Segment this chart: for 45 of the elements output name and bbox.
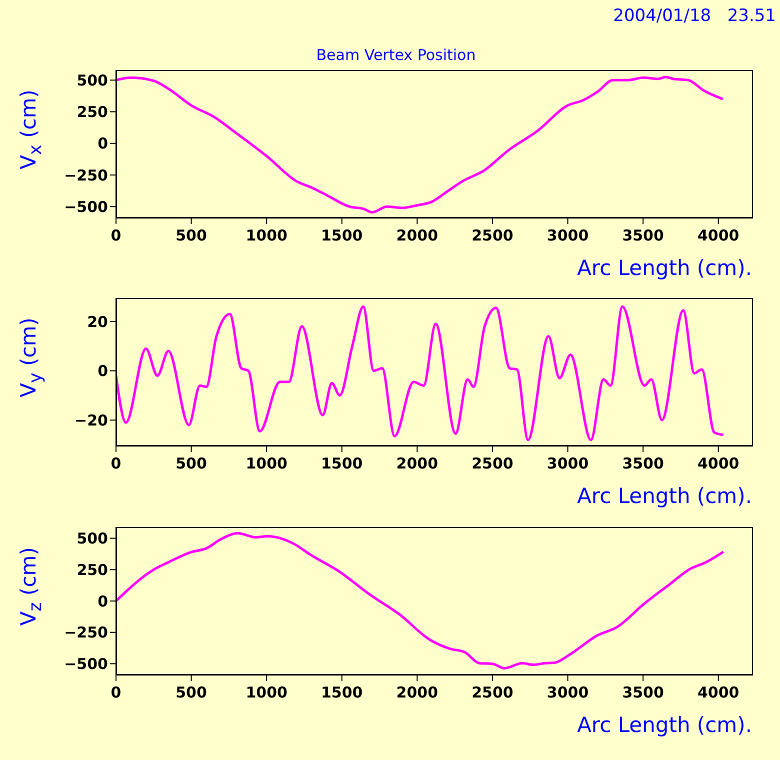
y-tick-label: −20	[74, 411, 108, 430]
y-tick-label: 20	[87, 312, 108, 331]
x-tick-label: 1500	[321, 226, 363, 245]
x-axis-title: Arc Length (cm).	[577, 484, 752, 508]
y-tick-label: 250	[76, 560, 108, 579]
x-tick-label: 4000	[697, 454, 740, 473]
x-tick-label: 0	[110, 684, 122, 702]
x-tick-label: 3500	[622, 226, 664, 245]
x-tick-label: 3000	[546, 684, 589, 702]
x-tick-label: 500	[176, 684, 207, 702]
y-tick-label: −250	[64, 624, 108, 642]
y-tick-label: 500	[76, 530, 108, 548]
x-tick-label: 2500	[472, 226, 514, 245]
text: 2004/01/18 23.51	[613, 6, 776, 26]
y-tick-label: −250	[64, 166, 108, 184]
x-axis-title: Arc Length (cm).	[577, 713, 752, 737]
y-tick-label: −500	[64, 655, 108, 674]
x-tick-label: 3000	[546, 226, 589, 245]
x-tick-label: 0	[110, 226, 122, 245]
x-tick-label: 2000	[396, 684, 438, 702]
x-tick-label: 4000	[697, 684, 740, 702]
chart-title: Beam Vertex Position	[315, 46, 477, 64]
x-tick-label: 1500	[321, 454, 363, 473]
y-tick-label: 500	[76, 71, 108, 90]
x-tick-label: 4000	[697, 226, 740, 245]
x-tick-label: 2000	[396, 226, 438, 245]
x-tick-label: 1000	[246, 226, 288, 245]
y-tick-label: 0	[98, 134, 108, 153]
y-tick-label: −500	[64, 198, 108, 216]
x-tick-label: 2000	[396, 454, 438, 473]
x-tick-label: 3000	[546, 454, 589, 473]
y-tick-label: 0	[98, 362, 108, 380]
x-tick-label: 0	[110, 454, 122, 473]
x-tick-label: 2500	[472, 454, 514, 473]
y-tick-label: 250	[76, 103, 108, 122]
x-tick-label: 500	[176, 226, 207, 245]
x-tick-label: 3500	[622, 684, 664, 702]
x-tick-label: 1000	[246, 684, 288, 702]
x-tick-label: 1000	[246, 454, 288, 473]
x-axis-title: Arc Length (cm).	[577, 256, 752, 280]
x-tick-label: 500	[176, 454, 207, 473]
x-tick-label: 1500	[321, 684, 363, 702]
y-tick-label: 0	[98, 592, 108, 610]
x-tick-label: 2500	[472, 684, 514, 702]
x-tick-label: 3500	[622, 454, 664, 473]
